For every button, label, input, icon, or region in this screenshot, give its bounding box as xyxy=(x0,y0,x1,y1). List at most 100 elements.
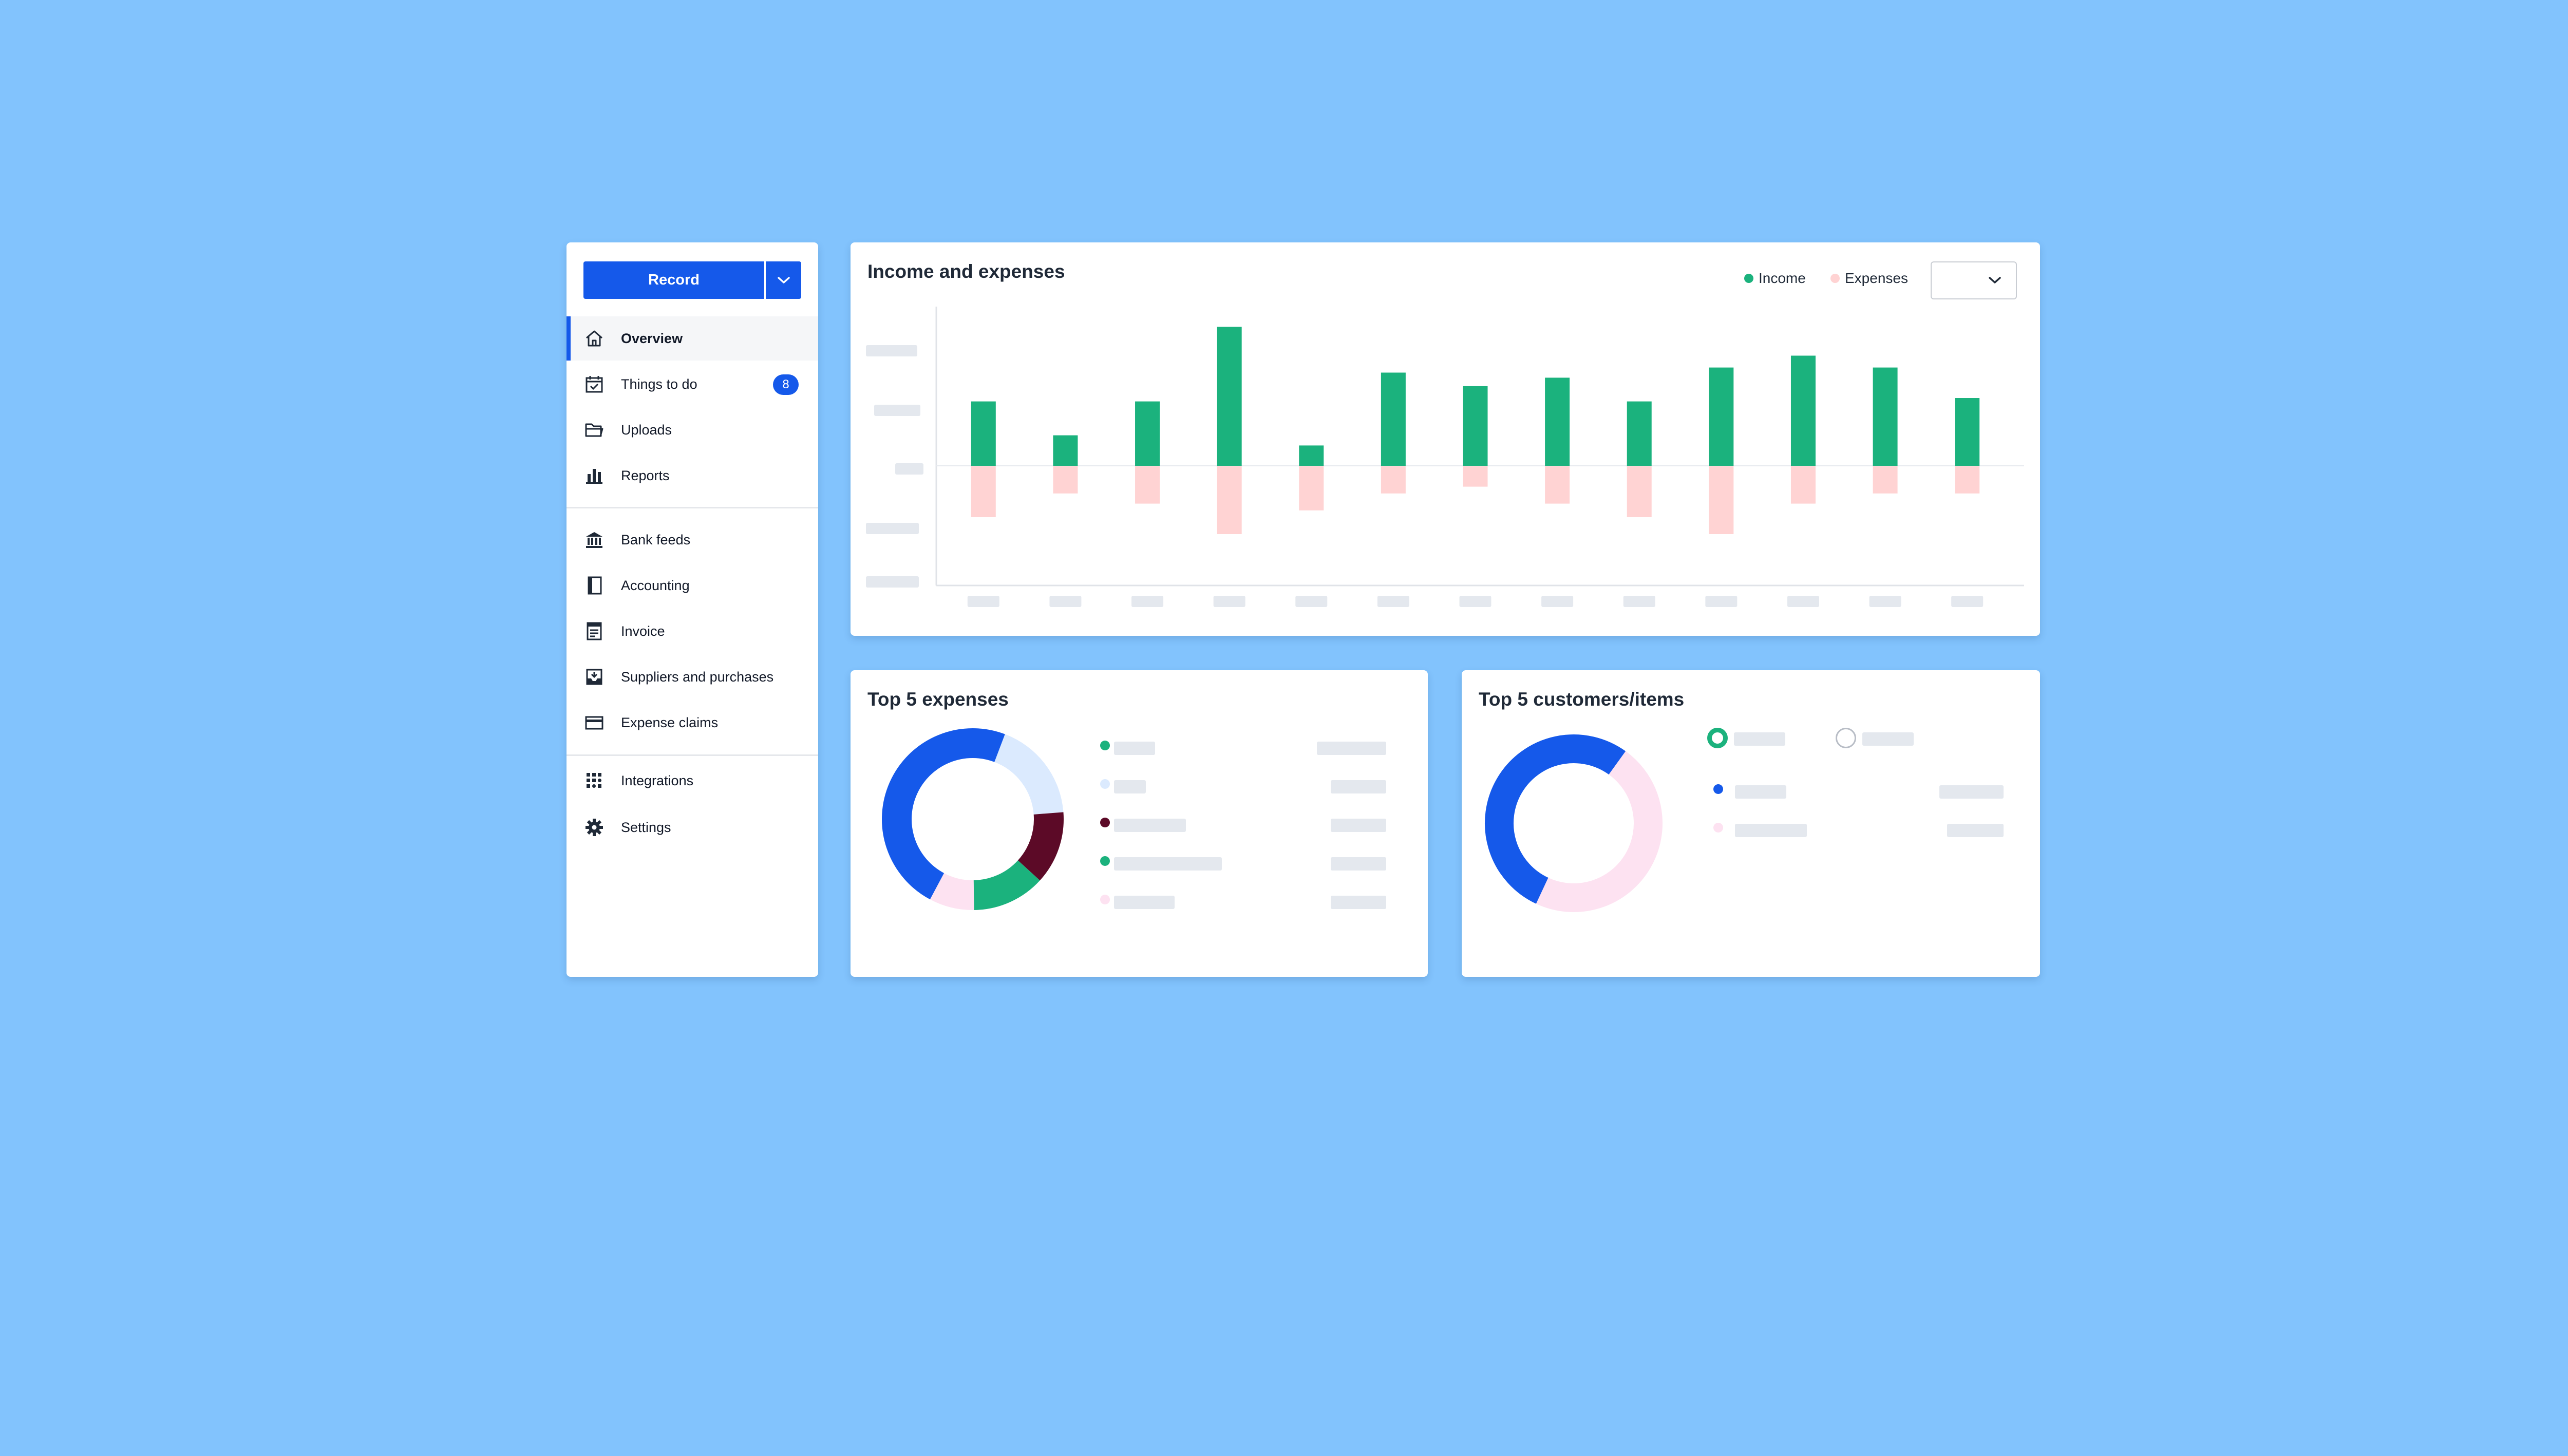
sidebar-item-uploads[interactable]: Uploads xyxy=(567,408,818,452)
income-bar xyxy=(1790,355,1816,466)
y-tick-label-placeholder xyxy=(866,345,917,356)
invoice-icon xyxy=(584,621,605,641)
radio-label-placeholder xyxy=(1734,732,1785,746)
legend-dot xyxy=(1713,823,1723,833)
period-select[interactable] xyxy=(1931,261,2017,299)
x-tick-label-placeholder xyxy=(1213,596,1245,607)
record-button-group: Record xyxy=(583,261,801,299)
count-badge: 8 xyxy=(773,374,799,395)
income-bar xyxy=(971,401,996,466)
folder-icon xyxy=(584,420,605,440)
income-bar xyxy=(1873,367,1898,466)
x-tick-label-placeholder xyxy=(1541,596,1574,607)
sidebar-item-label: Reports xyxy=(621,467,670,483)
sidebar-item-overview[interactable]: Overview xyxy=(567,316,818,361)
sidebar-item-things-to-do[interactable]: Things to do 8 xyxy=(567,362,818,406)
legend-value-placeholder xyxy=(1331,819,1386,832)
donut-slice xyxy=(1536,751,1663,912)
expenses-bar xyxy=(971,466,996,517)
donut-slice xyxy=(930,873,974,910)
expenses-bar xyxy=(1545,466,1570,504)
x-tick-label-placeholder xyxy=(1377,596,1409,607)
legend-dot xyxy=(1100,856,1110,866)
legend-label-placeholder xyxy=(1114,780,1146,793)
expenses-bar xyxy=(1790,466,1816,504)
legend-income-dot xyxy=(1744,274,1753,283)
donut-slice xyxy=(1017,812,1064,881)
sidebar-item-reports[interactable]: Reports xyxy=(567,453,818,498)
sidebar-item-label: Uploads xyxy=(621,422,672,438)
income-bar xyxy=(1709,367,1734,466)
legend-expenses: Expenses xyxy=(1830,270,1908,287)
x-tick-label-placeholder xyxy=(1869,596,1901,607)
legend-value-placeholder xyxy=(1317,742,1386,755)
income-bar xyxy=(1299,445,1324,466)
income-bar xyxy=(1545,377,1570,466)
sidebar-item-label: Settings xyxy=(621,819,671,835)
x-tick-label-placeholder xyxy=(1705,596,1738,607)
sidebar-item-label: Accounting xyxy=(621,577,690,593)
record-dropdown-button[interactable] xyxy=(764,261,801,299)
expenses-bar xyxy=(1381,466,1406,494)
bar-chart-icon xyxy=(584,465,605,486)
legend-label-placeholder xyxy=(1735,785,1786,799)
sidebar-divider xyxy=(567,754,818,756)
y-tick-label-placeholder xyxy=(874,405,920,416)
sidebar: Record Overview Things to do 8 Uploads R… xyxy=(567,242,818,977)
legend-dot xyxy=(1100,818,1110,827)
sidebar-item-bank-feeds[interactable]: Bank feeds xyxy=(567,518,818,562)
chevron-down-icon xyxy=(1989,277,2001,283)
expenses-bar xyxy=(1955,466,1980,494)
legend-income-label: Income xyxy=(1759,270,1806,286)
bank-icon xyxy=(584,530,605,550)
donut-slice xyxy=(994,734,1064,815)
y-tick-label-placeholder xyxy=(866,576,919,588)
legend-value-placeholder xyxy=(1331,780,1386,793)
donut-slice xyxy=(882,728,1005,900)
legend-label-placeholder xyxy=(1114,857,1222,871)
sidebar-item-settings[interactable]: Settings xyxy=(567,805,818,849)
expenses-bar xyxy=(1299,466,1324,510)
x-tick-label-placeholder xyxy=(1049,596,1082,607)
top-customers-card: Top 5 customers/items xyxy=(1462,670,2040,977)
sidebar-item-expense-claims[interactable]: Expense claims xyxy=(567,701,818,745)
sidebar-item-invoice[interactable]: Invoice xyxy=(567,609,818,653)
radio-label-placeholder xyxy=(1862,732,1914,746)
x-tick-label-placeholder xyxy=(1951,596,1984,607)
legend-value-placeholder xyxy=(1331,896,1386,909)
sidebar-item-integrations[interactable]: Integrations xyxy=(567,759,818,803)
y-tick-label-placeholder xyxy=(895,463,923,475)
expenses-bar xyxy=(1627,466,1652,517)
income-bar xyxy=(1381,372,1406,466)
top-customers-donut xyxy=(1485,734,1663,912)
expenses-bar xyxy=(1709,466,1734,534)
legend-dot xyxy=(1713,784,1723,794)
legend-dot xyxy=(1100,741,1110,750)
grid-icon xyxy=(584,770,605,791)
sidebar-item-label: Bank feeds xyxy=(621,532,691,547)
top-expenses-title: Top 5 expenses xyxy=(867,689,1009,710)
sidebar-item-accounting[interactable]: Accounting xyxy=(567,563,818,608)
sidebar-divider xyxy=(567,507,818,508)
legend-label-placeholder xyxy=(1114,896,1175,909)
x-tick-label-placeholder xyxy=(1131,596,1164,607)
legend-income: Income xyxy=(1744,270,1806,287)
income-expenses-title: Income and expenses xyxy=(867,261,1065,282)
sidebar-item-suppliers-and-purchases[interactable]: Suppliers and purchases xyxy=(567,655,818,699)
x-tick-label-placeholder xyxy=(1295,596,1328,607)
radio-option[interactable] xyxy=(1836,728,1856,748)
income-bar xyxy=(1627,401,1652,466)
radio-option-selected[interactable] xyxy=(1707,728,1728,748)
sidebar-item-label: Invoice xyxy=(621,623,665,639)
top-expenses-donut xyxy=(882,728,1064,910)
donut-slice xyxy=(1485,734,1626,904)
x-tick-label-placeholder xyxy=(1787,596,1819,607)
record-button[interactable]: Record xyxy=(583,261,764,299)
x-tick-label-placeholder xyxy=(1623,596,1655,607)
sidebar-item-label: Suppliers and purchases xyxy=(621,669,774,685)
x-tick-label-placeholder xyxy=(967,596,999,607)
sidebar-item-label: Integrations xyxy=(621,772,694,788)
legend-label-placeholder xyxy=(1114,742,1155,755)
sidebar-item-label: Overview xyxy=(621,330,683,346)
income-bar xyxy=(1217,327,1242,466)
